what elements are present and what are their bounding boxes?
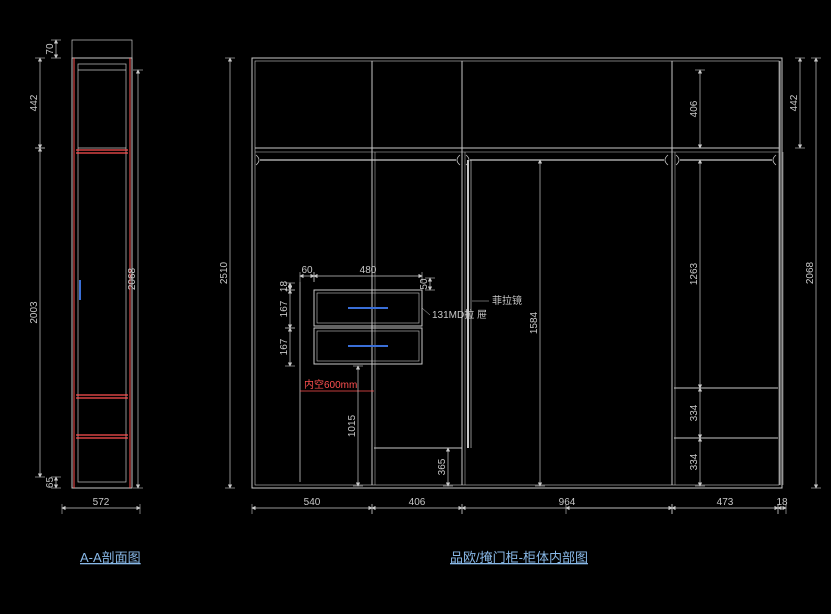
svg-text:18: 18	[279, 281, 290, 293]
svg-text:167: 167	[279, 338, 290, 355]
section-title: A-A剖面图	[80, 550, 141, 565]
svg-text:1584: 1584	[529, 311, 540, 334]
svg-text:70: 70	[45, 43, 56, 55]
svg-text:480: 480	[360, 265, 377, 276]
svg-text:1263: 1263	[689, 262, 700, 285]
svg-text:442: 442	[29, 94, 40, 111]
svg-text:406: 406	[689, 100, 700, 117]
svg-text:50: 50	[419, 278, 430, 290]
svg-text:60: 60	[301, 265, 313, 276]
svg-text:18: 18	[776, 497, 788, 508]
svg-text:365: 365	[437, 458, 448, 475]
svg-text:2068: 2068	[127, 267, 138, 290]
cad-drawing: 70 442 2003 65 2068 572 A-A剖面图 菲拉镜 18 167 167 60 480…	[0, 0, 831, 614]
svg-text:167: 167	[279, 300, 290, 317]
svg-text:内空600mm: 内空600mm	[304, 378, 357, 391]
svg-text:473: 473	[717, 497, 734, 508]
elevation-title: 品欧/掩门柜-柜体内部图	[450, 550, 588, 565]
svg-text:2510: 2510	[219, 261, 230, 284]
svg-text:65: 65	[45, 477, 56, 489]
svg-text:131MD拉 屉: 131MD拉 屉	[432, 308, 487, 321]
svg-text:572: 572	[93, 497, 110, 508]
svg-text:540: 540	[304, 497, 321, 508]
svg-text:406: 406	[409, 497, 426, 508]
svg-text:334: 334	[689, 453, 700, 470]
svg-text:菲拉镜: 菲拉镜	[492, 294, 522, 307]
svg-text:2068: 2068	[805, 261, 816, 284]
svg-text:334: 334	[689, 404, 700, 421]
svg-text:964: 964	[559, 497, 576, 508]
svg-text:442: 442	[789, 94, 800, 111]
svg-text:1015: 1015	[347, 414, 358, 437]
svg-text:2003: 2003	[29, 301, 40, 324]
